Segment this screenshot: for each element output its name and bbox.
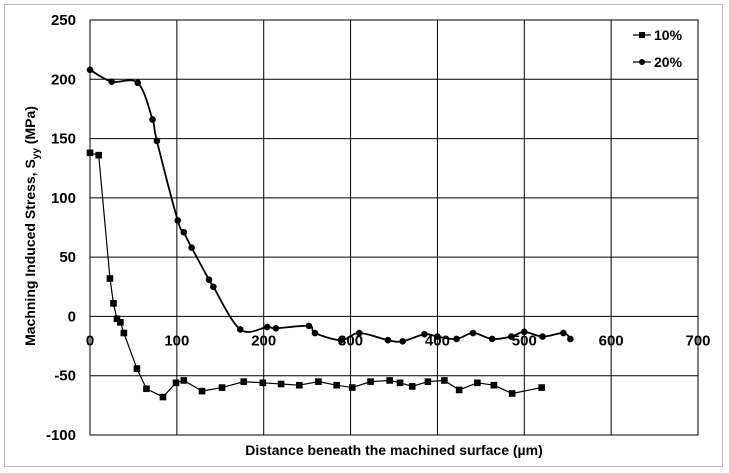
- data-point-square: [143, 385, 150, 393]
- x-axis-label: Distance beneath the machined surface (µ…: [245, 442, 542, 458]
- x-tick-label: 300: [338, 332, 363, 349]
- x-tick-label: 200: [251, 332, 276, 349]
- data-point-square: [172, 379, 180, 387]
- data-point-circle: [272, 324, 280, 332]
- data-point-circle: [567, 335, 574, 343]
- y-tick-label: 150: [51, 131, 76, 148]
- series-10-percent: [86, 149, 545, 401]
- x-tick-label: 600: [599, 332, 624, 349]
- data-point-square: [386, 377, 393, 384]
- x-tick-label: 700: [685, 332, 710, 349]
- data-point-square: [133, 365, 141, 372]
- series-20-percent: [86, 66, 574, 345]
- data-point-circle: [488, 335, 496, 343]
- data-point-square: [110, 300, 117, 307]
- data-point-circle: [560, 329, 567, 337]
- data-point-square: [315, 378, 322, 385]
- series-layer: [86, 66, 574, 401]
- data-point-square: [296, 381, 303, 389]
- data-point-square: [441, 377, 448, 384]
- data-point-circle: [205, 276, 213, 283]
- y-tick-label: -50: [54, 368, 76, 385]
- plot-area-border: [89, 19, 699, 436]
- data-point-circle: [134, 79, 142, 87]
- data-point-square: [474, 379, 481, 387]
- y-tick-label: 50: [59, 249, 76, 266]
- data-point-square: [113, 315, 121, 323]
- data-point-square: [180, 377, 188, 384]
- x-tick-label: 0: [86, 332, 94, 349]
- x-tick-label: 500: [512, 332, 537, 349]
- data-point-square: [218, 384, 226, 391]
- legend-marker-circle: [639, 59, 645, 65]
- grid-lines: [89, 19, 699, 436]
- data-point-circle: [188, 244, 195, 251]
- x-tick-label: 400: [425, 332, 450, 349]
- data-point-square: [240, 378, 248, 385]
- data-point-circle: [149, 116, 156, 123]
- data-point-circle: [469, 329, 477, 337]
- legend-label-10: 10%: [654, 27, 683, 43]
- data-point-circle: [210, 283, 217, 291]
- data-point-square: [106, 275, 114, 282]
- legend-marker-square: [639, 32, 645, 38]
- data-point-circle: [108, 78, 116, 85]
- y-tick-label: 250: [51, 12, 76, 29]
- data-point-square: [455, 386, 463, 394]
- data-point-square: [424, 378, 432, 385]
- data-point-square: [159, 393, 167, 401]
- data-point-circle: [86, 66, 94, 74]
- data-point-circle: [453, 335, 460, 343]
- y-tick-label: 100: [51, 190, 76, 207]
- legend: 10% 20%: [633, 27, 683, 70]
- data-point-circle: [421, 330, 428, 338]
- data-point-circle: [337, 336, 345, 344]
- data-point-square: [333, 381, 340, 389]
- data-point-circle: [180, 228, 188, 236]
- data-point-square: [408, 383, 416, 390]
- y-axis-label-subscript: yy: [31, 148, 42, 160]
- x-tick-label: 100: [164, 332, 189, 349]
- legend-item-20: 20%: [633, 54, 683, 70]
- data-point-circle: [539, 333, 546, 340]
- data-point-circle: [384, 336, 392, 344]
- y-tick-label: 200: [51, 71, 76, 88]
- data-point-square: [120, 329, 128, 337]
- data-point-square: [508, 390, 516, 397]
- data-point-circle: [305, 322, 313, 330]
- series-line: [89, 152, 542, 398]
- data-point-circle: [355, 329, 363, 337]
- data-point-square: [117, 319, 124, 326]
- legend-label-20: 20%: [654, 54, 683, 70]
- x-tick-labels: 0 100 200 300 400 500 600 700: [86, 332, 711, 349]
- data-point-square: [86, 149, 94, 157]
- data-point-square: [259, 379, 267, 387]
- data-point-circle: [236, 326, 244, 333]
- data-point-square: [277, 380, 285, 388]
- data-point-square: [95, 151, 102, 159]
- data-point-circle: [399, 338, 406, 345]
- legend-item-10: 10%: [633, 27, 683, 43]
- y-axis-label-main: Machning Induced Stress, S: [22, 159, 38, 346]
- data-point-square: [367, 378, 374, 385]
- data-point-circle: [174, 217, 182, 224]
- data-point-circle: [507, 333, 515, 340]
- data-point-square: [490, 381, 498, 389]
- data-point-square: [396, 379, 404, 387]
- data-point-square: [198, 387, 206, 395]
- data-point-circle: [311, 329, 319, 337]
- y-tick-label: -100: [46, 427, 76, 444]
- data-point-circle: [153, 137, 161, 145]
- data-point-circle: [434, 333, 441, 340]
- data-point-square: [349, 384, 356, 391]
- data-point-circle: [520, 328, 528, 336]
- y-tick-label: 0: [68, 308, 76, 325]
- y-tick-labels: 250 200 150 100 50 0 -50 -100: [46, 12, 76, 444]
- y-axis-label-unit: (MPa): [22, 106, 38, 148]
- y-axis-label: Machning Induced Stress, Syy (MPa): [22, 106, 42, 346]
- series-line: [89, 69, 572, 343]
- data-point-circle: [263, 323, 271, 331]
- data-point-square: [538, 384, 545, 391]
